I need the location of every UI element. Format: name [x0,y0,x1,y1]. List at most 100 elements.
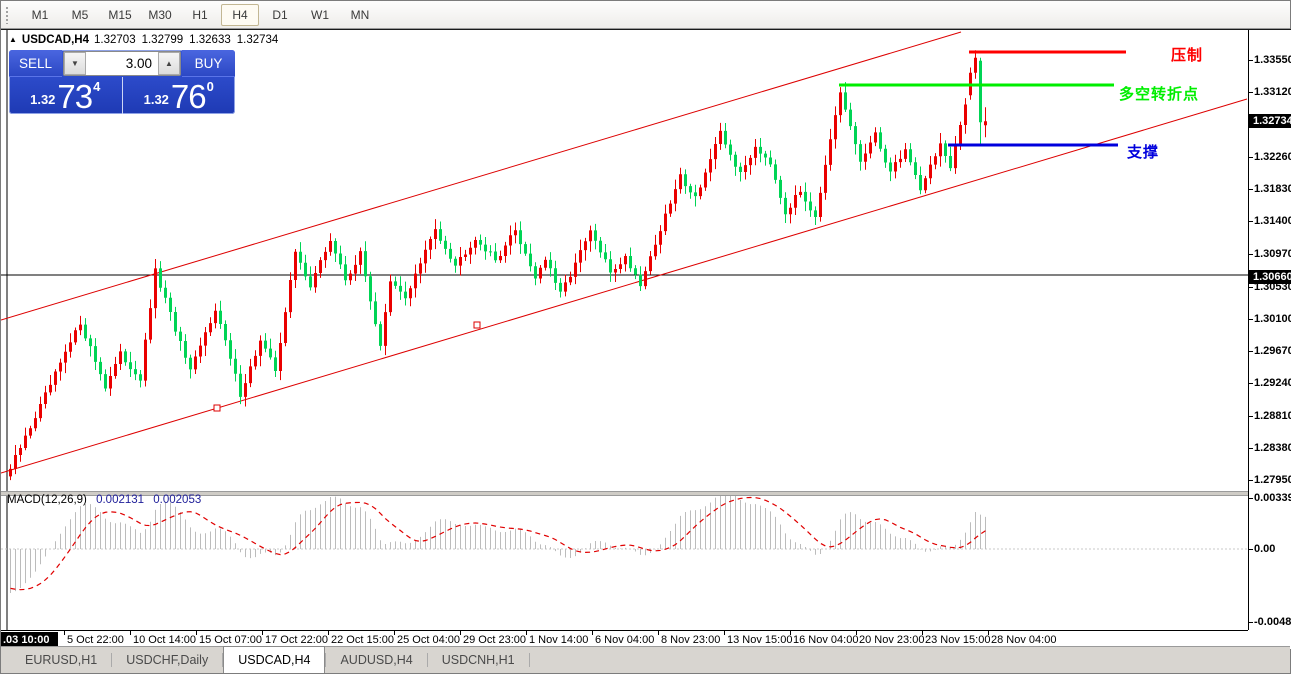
macd-axis-tick [1249,621,1253,623]
timeframe-button-MN[interactable]: MN [350,7,370,22]
price-tick-label: 1.31400 [1254,215,1291,228]
price-tick-label: 1.33550 [1254,54,1291,66]
time-tick-label: 17 Oct 22:00 [265,634,328,646]
volume-decrease-button[interactable]: ▼ [64,52,86,75]
sell-button[interactable]: SELL [9,50,62,77]
timeframe-button-M30[interactable]: M30 [148,7,172,22]
price-axis-tick [1249,92,1253,94]
volume-increase-button[interactable]: ▲ [158,52,180,75]
buy-price-sup: 0 [206,79,214,94]
chart-window: 压制 多空转折点 支撑 ▲ USDCAD,H4 1.32703 1.32799 1.32… [1,29,1291,650]
tab-separator [111,653,113,667]
timeframe-button-H4[interactable]: H4 [221,3,259,26]
price-tick-label: 1.28380 [1254,441,1291,454]
price-axis[interactable]: 1.33550 1.33120 1.32260 1.31830 1.31400 1.309… [1248,30,1291,630]
bearish-candle-bodies [84,60,982,397]
time-axis-tick [328,631,329,635]
price-axis-tick [1249,318,1253,320]
ohlc-high: 1.32799 [141,34,184,46]
chart-symbol-label: USDCAD,H4 [21,34,90,46]
timeframe-button-M15[interactable]: M15 [108,7,132,22]
time-axis-tick [988,631,989,635]
price-tick-label: 1.32260 [1254,150,1291,163]
macd-histogram [10,496,986,594]
price-axis-tick [1249,156,1253,158]
time-axis-tick [262,631,263,635]
trend-channel-lower-line[interactable] [1,98,1248,474]
one-click-trading-panel: SELL ▼ 3.00 ▲ BUY 1.32 73 4 1.32 76 0 [9,50,235,114]
time-tick-label: 22 Oct 15:00 [331,634,394,646]
price-axis-tick [1249,383,1253,385]
sell-price[interactable]: 1.32 73 4 [9,77,123,114]
timeframe-button-M5[interactable]: M5 [71,7,89,22]
time-tick-label: 25 Oct 04:00 [397,634,460,646]
macd-tick-label: 0.003391 [1254,492,1291,505]
hline-price-box: 1.30660 [1249,269,1291,284]
buy-price[interactable]: 1.32 76 0 [123,77,236,114]
timeframe-button-M1[interactable]: M1 [31,7,49,22]
buy-price-big: 76 [170,78,207,114]
macd-main-value: 0.002131 [96,494,145,506]
timeframe-button-H1[interactable]: H1 [192,7,208,22]
price-tick-label: 1.29240 [1254,377,1291,390]
price-axis-tick [1249,60,1253,61]
time-tick-label: 5 Oct 22:00 [67,634,124,646]
price-tick-label: 1.31830 [1254,183,1291,195]
tab-separator [528,653,530,667]
channel-anchor-handle[interactable] [213,404,221,412]
timeframe-button-W1[interactable]: W1 [311,7,329,22]
price-axis-tick [1249,480,1253,481]
time-tick-label: 28 Nov 04:00 [991,634,1057,646]
macd-signal-line [10,496,986,591]
time-axis[interactable]: .03 10:00 5 Oct 22:00 10 Oct 14:00 15 Oct 0… [1,630,1248,650]
price-axis-tick [1249,447,1253,449]
volume-stepper: ▼ 3.00 ▲ [63,51,181,76]
chart-tab-usdcadh4[interactable]: USDCAD,H4 [223,646,326,673]
time-axis-tick [196,631,197,635]
sell-price-big: 73 [57,78,93,114]
channel-anchor-handle[interactable] [473,321,481,329]
price-tick-label: 1.30100 [1254,312,1291,325]
timeframe-button-D1[interactable]: D1 [272,7,288,22]
chart-title: ▲ USDCAD,H4 1.32703 1.32799 1.32633 1.32734 [9,34,284,46]
tab-separator [222,653,224,667]
time-tick-label: 29 Oct 23:00 [463,634,526,646]
time-tick-label: 13 Nov 15:00 [727,634,793,646]
time-axis-tick [592,631,593,635]
time-axis-tick [64,631,65,635]
price-tick-label: 1.27950 [1254,474,1291,486]
ohlc-close: 1.32734 [236,34,279,46]
time-axis-tick [394,631,395,635]
current-price-box: 1.32734 [1249,114,1291,129]
time-tick-label: 6 Nov 04:00 [595,634,655,646]
pane-splitter[interactable] [1,491,1248,496]
macd-axis-tick [1249,549,1253,550]
macd-tick-label: 0.00 [1254,543,1276,555]
time-axis-anchor-marker: .03 10:00 [1,632,58,647]
time-axis-tick [526,631,527,635]
price-tick-label: 1.30970 [1254,247,1291,260]
chart-symbol-icon: ▲ [9,35,17,44]
time-tick-label: 1 Nov 14:00 [529,634,589,646]
price-axis-tick [1249,415,1253,417]
time-axis-tick [724,631,725,635]
volume-input[interactable]: 3.00 [125,56,152,71]
price-tick-label: 1.29670 [1254,345,1291,357]
buy-button[interactable]: BUY [182,50,235,77]
chart-tab-eurusdh1[interactable]: EURUSD,H1 [25,653,98,667]
time-tick-label: 20 Nov 23:00 [859,634,925,646]
time-tick-label: 15 Oct 07:00 [199,634,262,646]
buy-price-prefix: 1.32 [143,92,169,107]
ohlc-open: 1.32703 [94,34,136,46]
chart-tab-usdcnhh1[interactable]: USDCNH,H1 [441,653,515,667]
time-axis-tick [856,631,857,635]
chart-tab-audusdh4[interactable]: AUDUSD,H4 [340,653,413,667]
annotation-label-support: 支撑 [1126,143,1159,161]
chart-tab-usdchfdaily[interactable]: USDCHF,Daily [126,653,209,667]
chart-tabs-bar: EURUSD,H1 USDCHF,Daily USDCAD,H4 AUDUSD,H4 U… [1,646,1290,673]
time-tick-label: 10 Oct 14:00 [133,634,196,646]
tab-separator [426,653,428,667]
toolbar-grip[interactable] [5,5,10,24]
